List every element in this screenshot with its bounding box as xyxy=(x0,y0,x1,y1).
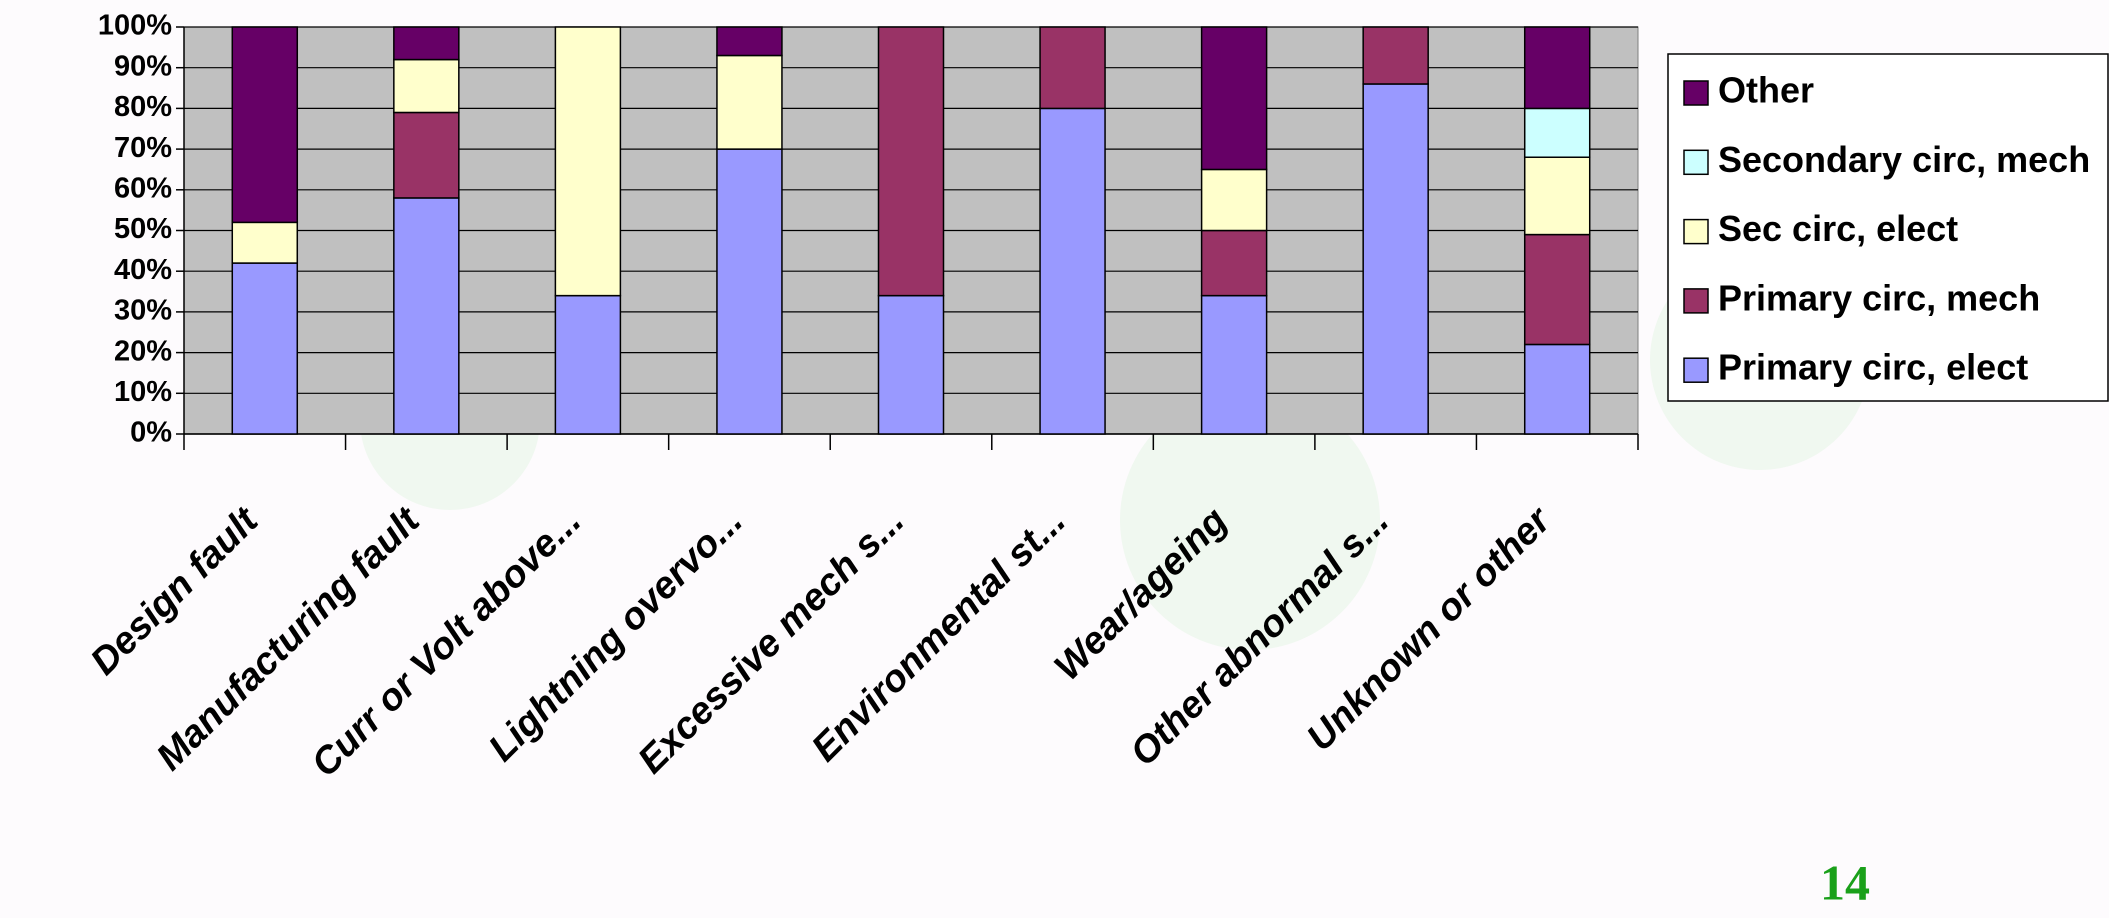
bar-segment xyxy=(1523,233,1591,346)
bar-segment xyxy=(1523,26,1591,110)
bar-segment xyxy=(716,148,783,435)
legend-box xyxy=(1667,53,2109,402)
bar-segment xyxy=(1039,26,1106,110)
page-number: 14 xyxy=(1820,854,1870,910)
bar-segment xyxy=(554,26,622,297)
bar-segment xyxy=(1200,168,1268,232)
bar-segment xyxy=(393,26,460,61)
bar-segment xyxy=(877,26,945,297)
legend-swatch xyxy=(1683,218,1709,245)
legend-label: Secondary circ, mech xyxy=(1718,139,2090,180)
legend-label: Primary circ, mech xyxy=(1718,277,2040,318)
y-tick-label: 30% xyxy=(114,295,172,327)
y-tick-label: 60% xyxy=(114,172,172,204)
bar-segment xyxy=(1200,229,1268,297)
legend-swatch xyxy=(1683,80,1709,106)
bar-segment xyxy=(393,58,460,114)
legend-label: Sec circ, elect xyxy=(1718,208,1958,249)
y-tick-label: 20% xyxy=(114,335,172,367)
x-tick-label: Design fault xyxy=(83,499,267,683)
legend-swatch xyxy=(1683,288,1709,314)
bar-segment xyxy=(1362,26,1429,85)
bar-segment xyxy=(716,54,783,150)
bar-segment xyxy=(231,26,299,224)
y-tick-label: 90% xyxy=(114,50,172,82)
legend-label: Primary circ, elect xyxy=(1718,347,2028,388)
x-tick-label: Manufacturing fault xyxy=(149,499,429,779)
bar-segment xyxy=(1200,26,1268,171)
bar-segment xyxy=(231,221,299,264)
bar-segment xyxy=(716,26,783,57)
bar-segment xyxy=(1523,107,1591,158)
bar-segment xyxy=(393,111,460,199)
y-tick-label: 100% xyxy=(98,10,172,42)
bar-segment xyxy=(1200,294,1268,435)
x-tick-label: Excessive mech s... xyxy=(630,500,912,782)
y-tick-label: 50% xyxy=(114,213,172,245)
legend-swatch xyxy=(1683,357,1709,383)
bar-segment xyxy=(231,262,299,435)
bar-segment xyxy=(1362,83,1429,435)
y-tick-label: 0% xyxy=(130,417,172,449)
y-tick-label: 40% xyxy=(114,254,172,286)
bar-segment xyxy=(554,294,622,435)
y-tick-label: 70% xyxy=(114,132,172,164)
bar-segment xyxy=(1523,156,1591,236)
x-tick-label: Curr or Volt above... xyxy=(304,500,590,786)
legend-label: Other xyxy=(1718,70,1814,111)
bar-segment xyxy=(393,197,460,435)
bar-segment xyxy=(877,294,945,435)
bar-segment xyxy=(1523,343,1591,435)
y-tick-label: 10% xyxy=(114,376,172,408)
legend-swatch xyxy=(1683,149,1709,176)
y-tick-label: 80% xyxy=(114,91,172,123)
bar-segment xyxy=(1039,107,1106,435)
